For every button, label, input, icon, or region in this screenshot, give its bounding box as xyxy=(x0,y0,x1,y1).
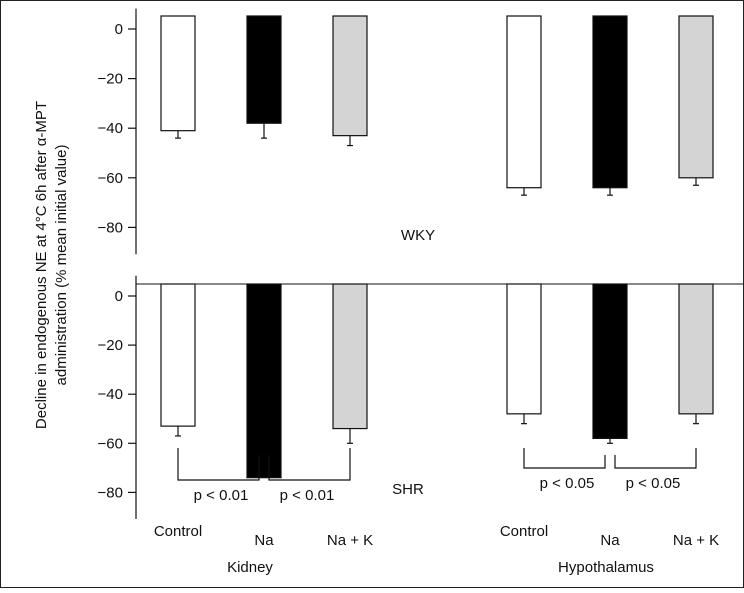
bar xyxy=(678,15,714,179)
y-tick-label: −60 xyxy=(98,435,123,452)
bar xyxy=(246,15,282,124)
group-label: Hypothalamus xyxy=(558,559,654,576)
y-axis-label-line1: Decline in endogenous NE at 4°C 6h after… xyxy=(33,101,50,429)
bar xyxy=(332,15,368,137)
significance-label: p < 0.01 xyxy=(280,487,335,504)
y-tick-label: −40 xyxy=(98,386,123,403)
significance-label: p < 0.05 xyxy=(626,475,681,492)
significance-bracket xyxy=(268,448,351,481)
y-axis-label: Decline in endogenous NE at 4°C 6h after… xyxy=(33,101,70,429)
y-tick-label: −40 xyxy=(98,120,123,137)
y-tick-label: −20 xyxy=(98,71,123,88)
panel-wky: 0 −20 −40 −60 −80 WKY xyxy=(98,8,714,255)
category-label: Control xyxy=(500,523,548,540)
bar xyxy=(506,15,542,189)
category-label: Na + K xyxy=(673,532,719,549)
y-tick-label: −20 xyxy=(98,337,123,354)
significance-bracket xyxy=(177,448,260,481)
significance-label: p < 0.01 xyxy=(194,487,249,504)
bar xyxy=(506,283,542,415)
panel-shr: 0 −20 −40 −60 −80 p < 0.01 p < 0.01 p < 0.05 p <… xyxy=(98,275,714,519)
y-tick-label: 0 xyxy=(115,288,123,305)
y-tick-label: −80 xyxy=(98,219,123,236)
y-axis-label-line2: administration (% mean initial value) xyxy=(53,145,70,386)
bar xyxy=(592,15,628,189)
panel-label: WKY xyxy=(401,227,435,244)
y-tick-label: −80 xyxy=(98,484,123,501)
y-tick-label: −60 xyxy=(98,170,123,187)
category-label: Na xyxy=(254,532,274,549)
bar xyxy=(592,283,628,439)
bar xyxy=(160,283,196,427)
panel-label: SHR xyxy=(392,481,424,498)
category-label: Na + K xyxy=(327,532,373,549)
bar xyxy=(332,283,368,430)
y-tick-label: 0 xyxy=(115,21,123,38)
bar xyxy=(678,283,714,415)
plot-area: 0 −20 −40 −60 −80 WKY 0 −20 −40 −60 −80 p < 0.01 p <… xyxy=(98,8,743,576)
category-label: Na xyxy=(600,532,620,549)
bar xyxy=(160,15,196,132)
significance-bracket xyxy=(614,448,697,469)
bar xyxy=(246,283,282,479)
significance-label: p < 0.05 xyxy=(540,475,595,492)
significance-bracket xyxy=(523,448,606,469)
category-label: Control xyxy=(154,523,202,540)
group-label: Kidney xyxy=(227,559,273,576)
